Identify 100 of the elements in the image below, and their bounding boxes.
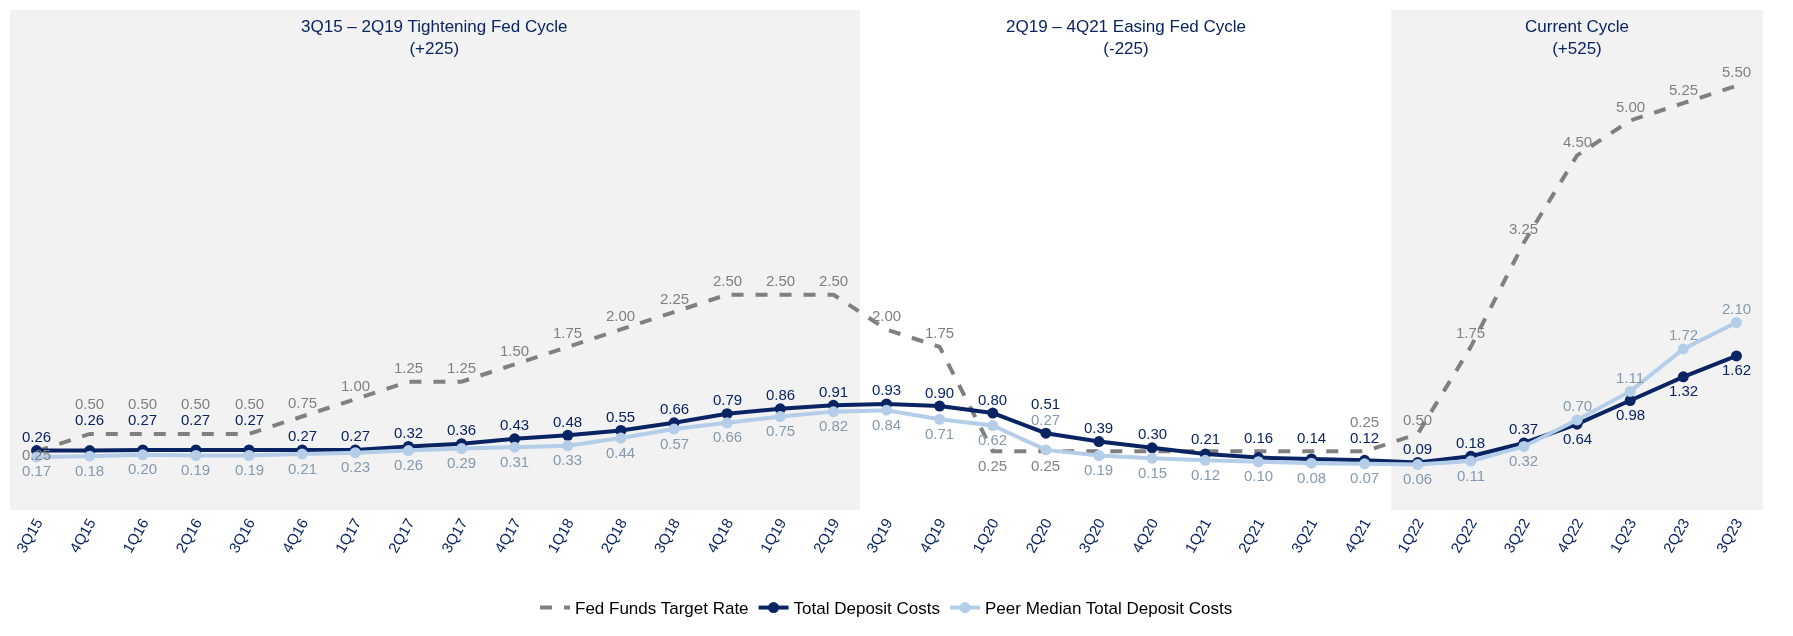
data-label: 0.36	[447, 421, 477, 438]
point	[774, 411, 786, 422]
data-label: 0.15	[1138, 464, 1168, 481]
data-label: 0.32	[394, 424, 424, 441]
data-label: 0.50	[1403, 411, 1433, 428]
point	[1359, 458, 1371, 470]
data-label: 0.33	[553, 451, 583, 468]
data-label: 0.57	[660, 435, 690, 452]
data-label: 0.30	[1138, 425, 1168, 442]
point	[1040, 427, 1052, 439]
point	[1040, 444, 1052, 456]
data-label: 0.26	[22, 428, 52, 445]
data-label: 0.50	[128, 395, 158, 412]
data-label: 0.27	[1031, 411, 1061, 428]
data-label: 0.07	[1350, 469, 1380, 486]
data-label: 0.18	[1456, 434, 1486, 451]
point	[562, 440, 574, 452]
legend-label: Peer Median Total Deposit Costs	[985, 599, 1233, 619]
data-label: 5.50	[1722, 63, 1752, 80]
data-label: 0.79	[713, 391, 743, 408]
data-label: 0.27	[181, 411, 211, 428]
point	[243, 449, 255, 461]
data-label: 0.37	[1509, 420, 1539, 437]
data-label: 0.20	[128, 460, 158, 477]
data-label: 2.10	[1722, 300, 1752, 317]
data-label: 1.00	[341, 377, 371, 394]
point	[881, 404, 892, 416]
data-label: 0.25	[978, 457, 1008, 474]
point	[1252, 456, 1264, 468]
point	[1677, 343, 1689, 355]
legend-label: Total Deposit Costs	[793, 599, 941, 619]
data-label: 0.26	[394, 456, 424, 473]
data-label: 5.00	[1616, 98, 1646, 115]
point	[934, 400, 946, 412]
data-label: 0.80	[978, 391, 1008, 408]
point	[137, 449, 149, 461]
data-label: 1.62	[1722, 361, 1752, 378]
point	[296, 448, 308, 460]
point	[1146, 452, 1158, 464]
data-label: 0.19	[1084, 461, 1114, 478]
point	[987, 420, 999, 432]
data-label: 0.17	[22, 462, 52, 479]
data-label: 0.98	[1616, 406, 1646, 423]
data-label: 0.21	[1191, 430, 1221, 447]
data-label: 0.39	[1084, 419, 1114, 436]
data-label: 0.19	[235, 461, 265, 478]
point	[615, 432, 627, 444]
data-label: 0.50	[75, 395, 105, 412]
point	[562, 429, 574, 441]
data-label: 2.50	[713, 272, 743, 289]
data-label: 0.25	[1350, 413, 1380, 430]
data-label: 0.43	[500, 416, 530, 433]
data-label: 1.72	[1669, 326, 1699, 343]
data-label: 0.75	[288, 394, 318, 411]
data-label: 0.23	[341, 458, 371, 475]
data-label: 0.25	[22, 446, 52, 463]
data-label: 0.71	[925, 425, 955, 442]
data-label: 0.10	[1244, 467, 1274, 484]
point	[1624, 385, 1636, 397]
data-label: 0.66	[660, 400, 690, 417]
legend-label: Fed Funds Target Rate	[575, 599, 749, 619]
data-label: 0.18	[75, 462, 105, 479]
data-label: 5.25	[1669, 81, 1699, 98]
data-label: 2.00	[872, 307, 902, 324]
point	[1093, 436, 1105, 448]
point	[402, 445, 414, 457]
data-label: 1.75	[1456, 324, 1486, 341]
data-label: 0.29	[447, 454, 477, 471]
data-label: 0.12	[1191, 466, 1221, 483]
data-label: 0.21	[288, 460, 318, 477]
data-label: 0.91	[819, 383, 849, 400]
data-label: 0.75	[766, 422, 796, 439]
text: 2Q19 – 4Q21 Easing Fed Cycle (-225)	[1006, 17, 1247, 59]
point	[1730, 350, 1742, 362]
data-label: 1.75	[925, 324, 955, 341]
data-label: 0.08	[1297, 469, 1327, 486]
data-label: 0.14	[1297, 429, 1327, 446]
band-label: Current Cycle (+525)	[1525, 17, 1629, 59]
point	[1730, 317, 1742, 328]
data-label: 4.50	[1563, 133, 1593, 150]
data-label: 0.06	[1403, 470, 1433, 487]
point	[84, 450, 96, 462]
point	[1465, 455, 1477, 467]
point	[1571, 414, 1583, 426]
data-label: 0.70	[1563, 397, 1593, 414]
data-label: 0.31	[500, 453, 530, 470]
data-label: 0.12	[1350, 429, 1380, 446]
point	[668, 423, 680, 435]
point	[987, 407, 999, 419]
data-label: 0.48	[553, 413, 583, 430]
data-label: 1.25	[447, 359, 477, 376]
data-label: 2.50	[766, 272, 796, 289]
data-label: 2.25	[660, 290, 690, 307]
data-label: 0.93	[872, 381, 902, 398]
data-label: 2.00	[606, 307, 636, 324]
data-label: 0.64	[1563, 430, 1593, 447]
data-label: 1.32	[1669, 382, 1699, 399]
data-label: 0.82	[819, 417, 849, 434]
data-label: 0.50	[181, 395, 211, 412]
data-label: 0.32	[1509, 452, 1539, 469]
